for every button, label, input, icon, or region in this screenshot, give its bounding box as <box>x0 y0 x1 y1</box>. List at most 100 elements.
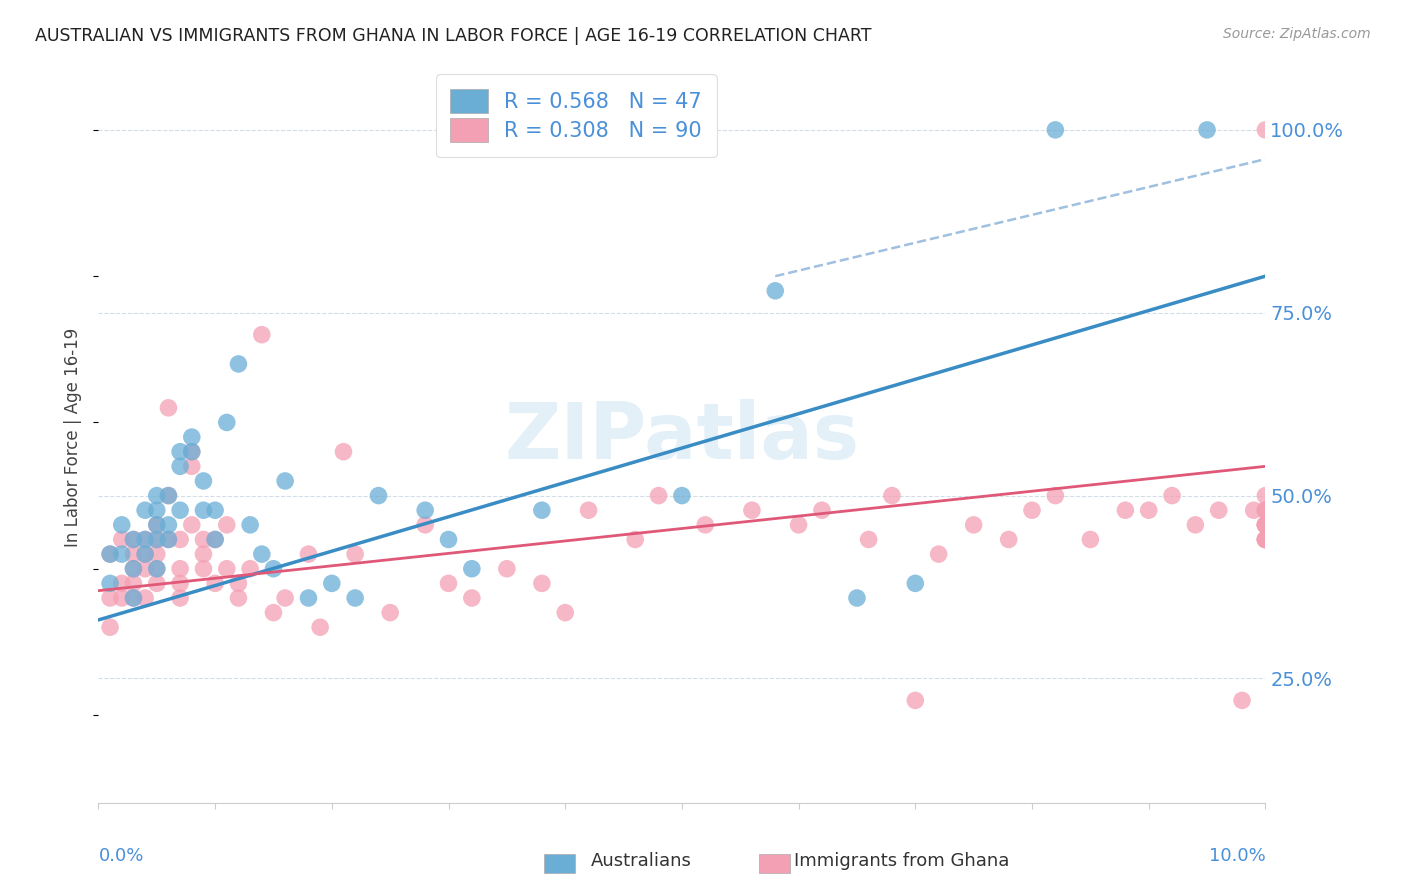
Point <box>180 517 202 532</box>
Point <box>647 489 669 503</box>
Point <box>193 533 215 547</box>
Point <box>858 533 880 547</box>
Point <box>250 547 273 561</box>
Point <box>928 547 950 561</box>
Point <box>193 562 215 576</box>
Point <box>169 444 191 458</box>
Point <box>215 416 238 430</box>
Text: ZIPatlas: ZIPatlas <box>505 399 859 475</box>
Point <box>122 576 145 591</box>
Point <box>111 517 134 532</box>
Point <box>146 517 169 532</box>
Point <box>98 620 121 634</box>
Point <box>413 503 436 517</box>
Point <box>1080 533 1102 547</box>
Point <box>367 489 389 503</box>
Point <box>1254 517 1277 532</box>
Point <box>846 591 869 605</box>
Point <box>1254 503 1277 517</box>
Point <box>461 591 484 605</box>
Point <box>1045 489 1067 503</box>
Point <box>321 576 343 591</box>
Point <box>204 576 226 591</box>
Point <box>169 533 191 547</box>
Point <box>180 444 202 458</box>
Point <box>157 517 180 532</box>
Point <box>1161 489 1184 503</box>
Point <box>239 517 262 532</box>
Point <box>157 401 180 415</box>
Point <box>1254 517 1277 532</box>
Point <box>1254 489 1277 503</box>
Point <box>461 562 484 576</box>
Point <box>134 533 156 547</box>
Point <box>157 533 180 547</box>
Point <box>1254 533 1277 547</box>
Point <box>530 503 553 517</box>
Point <box>146 562 169 576</box>
Point <box>215 517 238 532</box>
Legend: R = 0.568   N = 47, R = 0.308   N = 90: R = 0.568 N = 47, R = 0.308 N = 90 <box>436 74 717 157</box>
Point <box>787 517 810 532</box>
Point <box>1254 533 1277 547</box>
Point <box>332 444 354 458</box>
Point <box>671 489 693 503</box>
Point <box>297 591 319 605</box>
Point <box>741 503 763 517</box>
Text: 10.0%: 10.0% <box>1209 847 1265 864</box>
Point <box>169 591 191 605</box>
Text: 0.0%: 0.0% <box>98 847 143 864</box>
Point <box>180 430 202 444</box>
Point <box>111 533 134 547</box>
Point <box>309 620 332 634</box>
Text: AUSTRALIAN VS IMMIGRANTS FROM GHANA IN LABOR FORCE | AGE 16-19 CORRELATION CHART: AUSTRALIAN VS IMMIGRANTS FROM GHANA IN L… <box>35 27 872 45</box>
Point <box>98 547 121 561</box>
Point <box>193 547 215 561</box>
Point <box>1230 693 1253 707</box>
Point <box>1021 503 1043 517</box>
Point <box>98 576 121 591</box>
Point <box>146 517 169 532</box>
Point <box>122 562 145 576</box>
Point <box>1254 517 1277 532</box>
Point <box>262 562 284 576</box>
Point <box>437 576 460 591</box>
Point <box>134 547 156 561</box>
Point <box>997 533 1019 547</box>
Point <box>1184 517 1206 532</box>
Point <box>146 576 169 591</box>
Point <box>228 591 250 605</box>
Point <box>122 533 145 547</box>
Point <box>554 606 576 620</box>
Point <box>193 474 215 488</box>
Point <box>134 591 156 605</box>
Point <box>204 533 226 547</box>
Point <box>904 693 927 707</box>
Point <box>122 547 145 561</box>
Point <box>578 503 600 517</box>
Point <box>204 503 226 517</box>
Point <box>146 489 169 503</box>
Point <box>1254 123 1277 137</box>
Point <box>98 547 121 561</box>
Point <box>157 533 180 547</box>
Point <box>146 562 169 576</box>
Point <box>530 576 553 591</box>
Point <box>1195 123 1218 137</box>
Point <box>134 547 156 561</box>
Point <box>250 327 273 342</box>
Point <box>262 606 284 620</box>
Point <box>904 576 927 591</box>
Point <box>437 533 460 547</box>
Point <box>146 547 169 561</box>
Point <box>204 533 226 547</box>
Point <box>228 357 250 371</box>
Point <box>344 547 367 561</box>
Point <box>111 576 134 591</box>
Text: Source: ZipAtlas.com: Source: ZipAtlas.com <box>1223 27 1371 41</box>
Point <box>122 591 145 605</box>
Point <box>122 533 145 547</box>
Point <box>274 474 297 488</box>
Text: Immigrants from Ghana: Immigrants from Ghana <box>794 852 1010 870</box>
Point <box>239 562 262 576</box>
